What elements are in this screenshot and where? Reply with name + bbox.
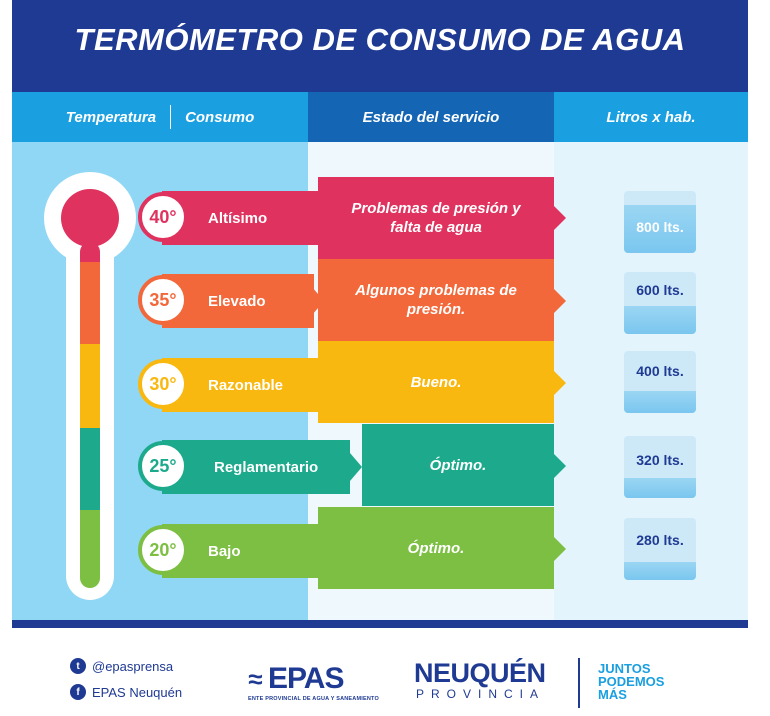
- estado-text: Problemas de presión y falta de agua: [351, 200, 521, 236]
- temp-badge: 35°: [138, 275, 188, 325]
- facebook-link[interactable]: f EPAS Neuquén: [70, 684, 182, 700]
- estado-text: Bueno.: [410, 373, 462, 391]
- consumo-label: Razonable: [208, 376, 284, 394]
- twitter-handle: @epasprensa: [92, 658, 174, 674]
- column-header-estado: Estado del servicio: [308, 92, 554, 142]
- liters-value: 280 lts.: [636, 532, 684, 548]
- water-glass: 320 lts.: [624, 436, 696, 498]
- column-header-temperatura-consumo: Temperatura Consumo: [12, 92, 308, 142]
- estado-cell: Algunos problemas de presión.: [318, 259, 554, 341]
- thermometer-segment: [80, 262, 100, 344]
- column-consumo: Consumo: [185, 108, 255, 126]
- water-glass: 400 lts.: [624, 351, 696, 413]
- consumo-label: Elevado: [208, 292, 266, 310]
- epas-subtitle: ENTE PROVINCIAL DE AGUA Y SANEAMIENTO: [248, 696, 379, 702]
- estado-cell: Problemas de presión y falta de agua: [318, 177, 554, 259]
- twitter-icon: t: [70, 658, 86, 674]
- thermometer-tube: [80, 242, 100, 588]
- neuquen-name: NEUQUÉN: [414, 658, 546, 688]
- chevron-right-icon: [554, 454, 566, 478]
- water-glass: 800 lts.: [624, 191, 696, 253]
- thermometer-bulb: [61, 189, 119, 247]
- consumo-label: Reglamentario: [214, 458, 319, 476]
- epas-wave-icon: ≈: [248, 664, 263, 694]
- liters-value: 600 lts.: [636, 282, 684, 298]
- chevron-right-icon: [350, 453, 362, 481]
- column-header-litros: Litros x hab.: [554, 92, 748, 142]
- chevron-right-icon: [554, 206, 566, 230]
- header: TERMÓMETRO DE CONSUMO DE AGUA: [12, 0, 748, 92]
- liters-value: 400 lts.: [636, 363, 684, 379]
- thermometer: [44, 172, 136, 600]
- column-litros: Litros x hab.: [606, 108, 696, 126]
- provincia-label: PROVINCIA: [416, 687, 546, 701]
- liters-value: 800 lts.: [636, 219, 684, 235]
- estado-text: Óptimo.: [407, 539, 465, 557]
- thermometer-segment: [80, 428, 100, 510]
- water-glass: 600 lts.: [624, 272, 696, 334]
- consumo-label: Altísimo: [208, 209, 268, 227]
- page-title: TERMÓMETRO DE CONSUMO DE AGUA: [74, 22, 686, 57]
- thermometer-segment: [80, 344, 100, 428]
- twitter-link[interactable]: t @epasprensa: [70, 658, 173, 674]
- chevron-right-icon: [554, 371, 566, 395]
- estado-cell: Óptimo.: [318, 507, 554, 589]
- temp-badge: 25°: [138, 441, 188, 491]
- estado-text: Algunos problemas de presión.: [355, 282, 517, 318]
- column-temperatura: Temperatura: [65, 108, 157, 126]
- chevron-right-icon: [554, 289, 566, 313]
- temp-badge: 30°: [138, 359, 188, 409]
- temp-badge: 40°: [138, 192, 188, 242]
- slogan: JUNTOS PODEMOS MÁS: [598, 662, 664, 701]
- facebook-handle: EPAS Neuquén: [92, 684, 183, 700]
- thermometer-segment: [80, 242, 100, 262]
- facebook-icon: f: [70, 684, 86, 700]
- neuquen-logo: NEUQUÉN PROVINCIA: [414, 658, 554, 701]
- column-estado: Estado del servicio: [362, 108, 500, 126]
- bottom-strip: [12, 620, 748, 628]
- footer-divider: [578, 658, 580, 708]
- slogan-line-3: MÁS: [598, 687, 627, 702]
- column-separator: [170, 105, 172, 129]
- thermometer-segment: [80, 510, 100, 588]
- chevron-right-icon: [554, 537, 566, 561]
- footer: t @epasprensa f EPAS Neuquén ≈ EPAS ENTE…: [0, 640, 770, 716]
- slogan-line-2: PODEMOS: [598, 674, 665, 689]
- estado-text: Óptimo.: [429, 456, 487, 474]
- slogan-line-1: JUNTOS: [598, 661, 651, 676]
- estado-cell: Óptimo.: [362, 424, 554, 506]
- liters-value: 320 lts.: [636, 452, 684, 468]
- temp-badge: 20°: [138, 525, 188, 575]
- estado-cell: Bueno.: [318, 341, 554, 423]
- epas-name: EPAS: [268, 662, 344, 695]
- epas-logo: ≈ EPAS ENTE PROVINCIAL DE AGUA Y SANEAMI…: [248, 662, 379, 710]
- consumo-label: Bajo: [208, 542, 241, 560]
- water-glass: 280 lts.: [624, 518, 696, 580]
